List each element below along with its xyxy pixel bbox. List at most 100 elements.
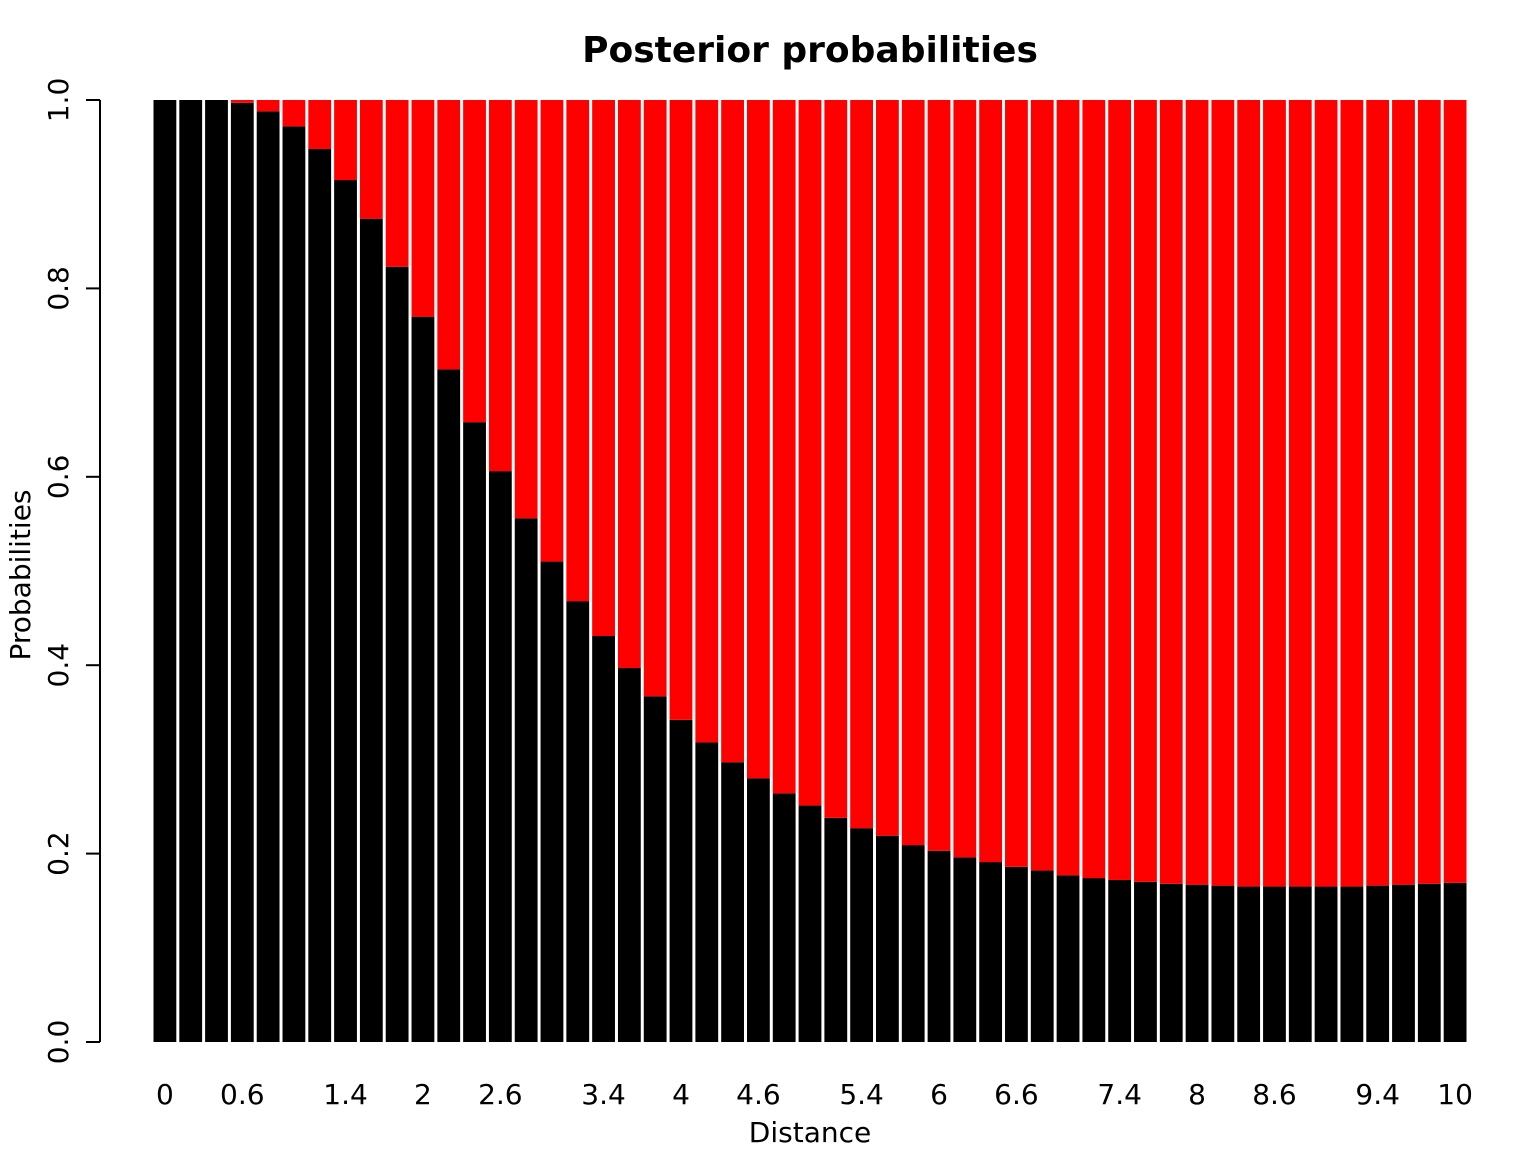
bar-segment [1056, 100, 1080, 876]
bar-segment [695, 742, 719, 1042]
bar-segment [1082, 100, 1106, 879]
bar-segment [463, 100, 486, 423]
bar-segment [1366, 885, 1390, 1042]
bar-segment [979, 100, 1003, 863]
x-tick-label: 9.4 [1355, 1078, 1400, 1111]
bar-segment [798, 100, 822, 806]
x-axis-label: Distance [749, 1116, 871, 1149]
bar-segment [669, 719, 693, 1042]
bar-segment [927, 100, 951, 851]
bar-segment [1392, 100, 1415, 885]
bar-segment [1185, 100, 1209, 885]
bar-segment [282, 100, 306, 127]
chart-title: Posterior probabilities [582, 30, 1038, 71]
x-tick-label: 0 [156, 1078, 174, 1111]
bar-segment [1005, 100, 1028, 867]
x-tick-label: 4.6 [736, 1078, 781, 1111]
bar-segment [901, 100, 925, 846]
y-tick-label: 0.8 [42, 266, 75, 311]
bar-segment [540, 561, 564, 1042]
x-tick-label: 5.4 [839, 1078, 884, 1111]
bar-segment [643, 100, 667, 697]
bar-segment [514, 100, 538, 519]
x-tick-label: 1.4 [323, 1078, 368, 1111]
x-tick-label: 4 [672, 1078, 690, 1111]
bar-segment [230, 100, 254, 103]
bar-segment [540, 100, 564, 562]
bar-segment [1392, 884, 1415, 1042]
bar-segment [669, 100, 693, 720]
bar-segment [463, 422, 486, 1042]
bar-segment [772, 100, 796, 794]
bar-segment [592, 100, 615, 636]
bar-segment [1030, 100, 1054, 871]
x-tick-label: 8.6 [1252, 1078, 1297, 1111]
bar-segment [385, 100, 409, 267]
bar-segment [798, 805, 822, 1042]
bar-segment [153, 100, 177, 1042]
bar-segment [385, 266, 409, 1042]
x-tick-label: 10 [1437, 1078, 1473, 1111]
bar-segment [1443, 100, 1467, 883]
bar-segment [1340, 886, 1364, 1042]
bar-segment [695, 100, 719, 743]
bar-segment [1082, 878, 1106, 1042]
bar-segment [334, 100, 357, 181]
bar-segment [721, 762, 744, 1042]
bar-segment [721, 100, 744, 763]
bar-segment [488, 471, 512, 1042]
bar-segment [179, 100, 203, 1042]
bar-segment [411, 316, 435, 1042]
bar-segment [1314, 100, 1338, 887]
bar-segment [334, 180, 357, 1042]
bar-segment [1263, 886, 1286, 1042]
bar-segment [359, 100, 383, 219]
bar-segment [282, 126, 306, 1043]
bar-segment [592, 635, 615, 1042]
bar-segment [1030, 870, 1054, 1042]
x-tick-label: 2.6 [478, 1078, 523, 1111]
y-tick-label: 1.0 [42, 78, 75, 123]
bar-segment [1211, 100, 1235, 886]
bar-segment [359, 218, 383, 1042]
bar-segment [746, 100, 770, 779]
bar-segment [256, 111, 280, 1042]
bar-segment [876, 835, 899, 1042]
bar-segment [1211, 885, 1235, 1042]
bar-segment [850, 828, 874, 1042]
bar-segment [437, 100, 461, 370]
bar-segment [824, 100, 848, 818]
bar-segment [1108, 879, 1132, 1042]
bar-segment [1314, 886, 1338, 1042]
bar-segment [1417, 100, 1441, 884]
bar-segment [772, 793, 796, 1042]
bar-segment [1366, 100, 1390, 886]
bar-segment [617, 100, 641, 669]
x-tick-label: 6.6 [994, 1078, 1039, 1111]
bar-segment [514, 518, 538, 1042]
bar-segment [1159, 100, 1183, 884]
bar-segment [643, 696, 667, 1042]
bar-segment [617, 668, 641, 1042]
bar-segment [488, 100, 512, 472]
bar-segment [901, 845, 925, 1042]
y-axis-label: Probabilities [4, 489, 37, 660]
bar-segment [1056, 875, 1080, 1042]
bar-segment [1288, 100, 1312, 887]
bar-segment [1185, 884, 1209, 1042]
bar-segment [927, 850, 951, 1042]
x-tick-label: 0.6 [220, 1078, 265, 1111]
y-tick-label: 0.0 [42, 1020, 75, 1065]
bar-segment [979, 862, 1003, 1042]
bar-segment [308, 148, 332, 1042]
bar-segment [1005, 866, 1028, 1042]
bar-segment [1443, 882, 1467, 1042]
bar-segment [1288, 886, 1312, 1042]
bar-segment [1417, 883, 1441, 1042]
x-tick-label: 8 [1188, 1078, 1206, 1111]
bar-segment [256, 100, 280, 112]
bar-segment [1134, 881, 1157, 1042]
bar-segment [953, 100, 977, 858]
y-tick-label: 0.2 [42, 831, 75, 876]
bar-segment [566, 601, 590, 1042]
